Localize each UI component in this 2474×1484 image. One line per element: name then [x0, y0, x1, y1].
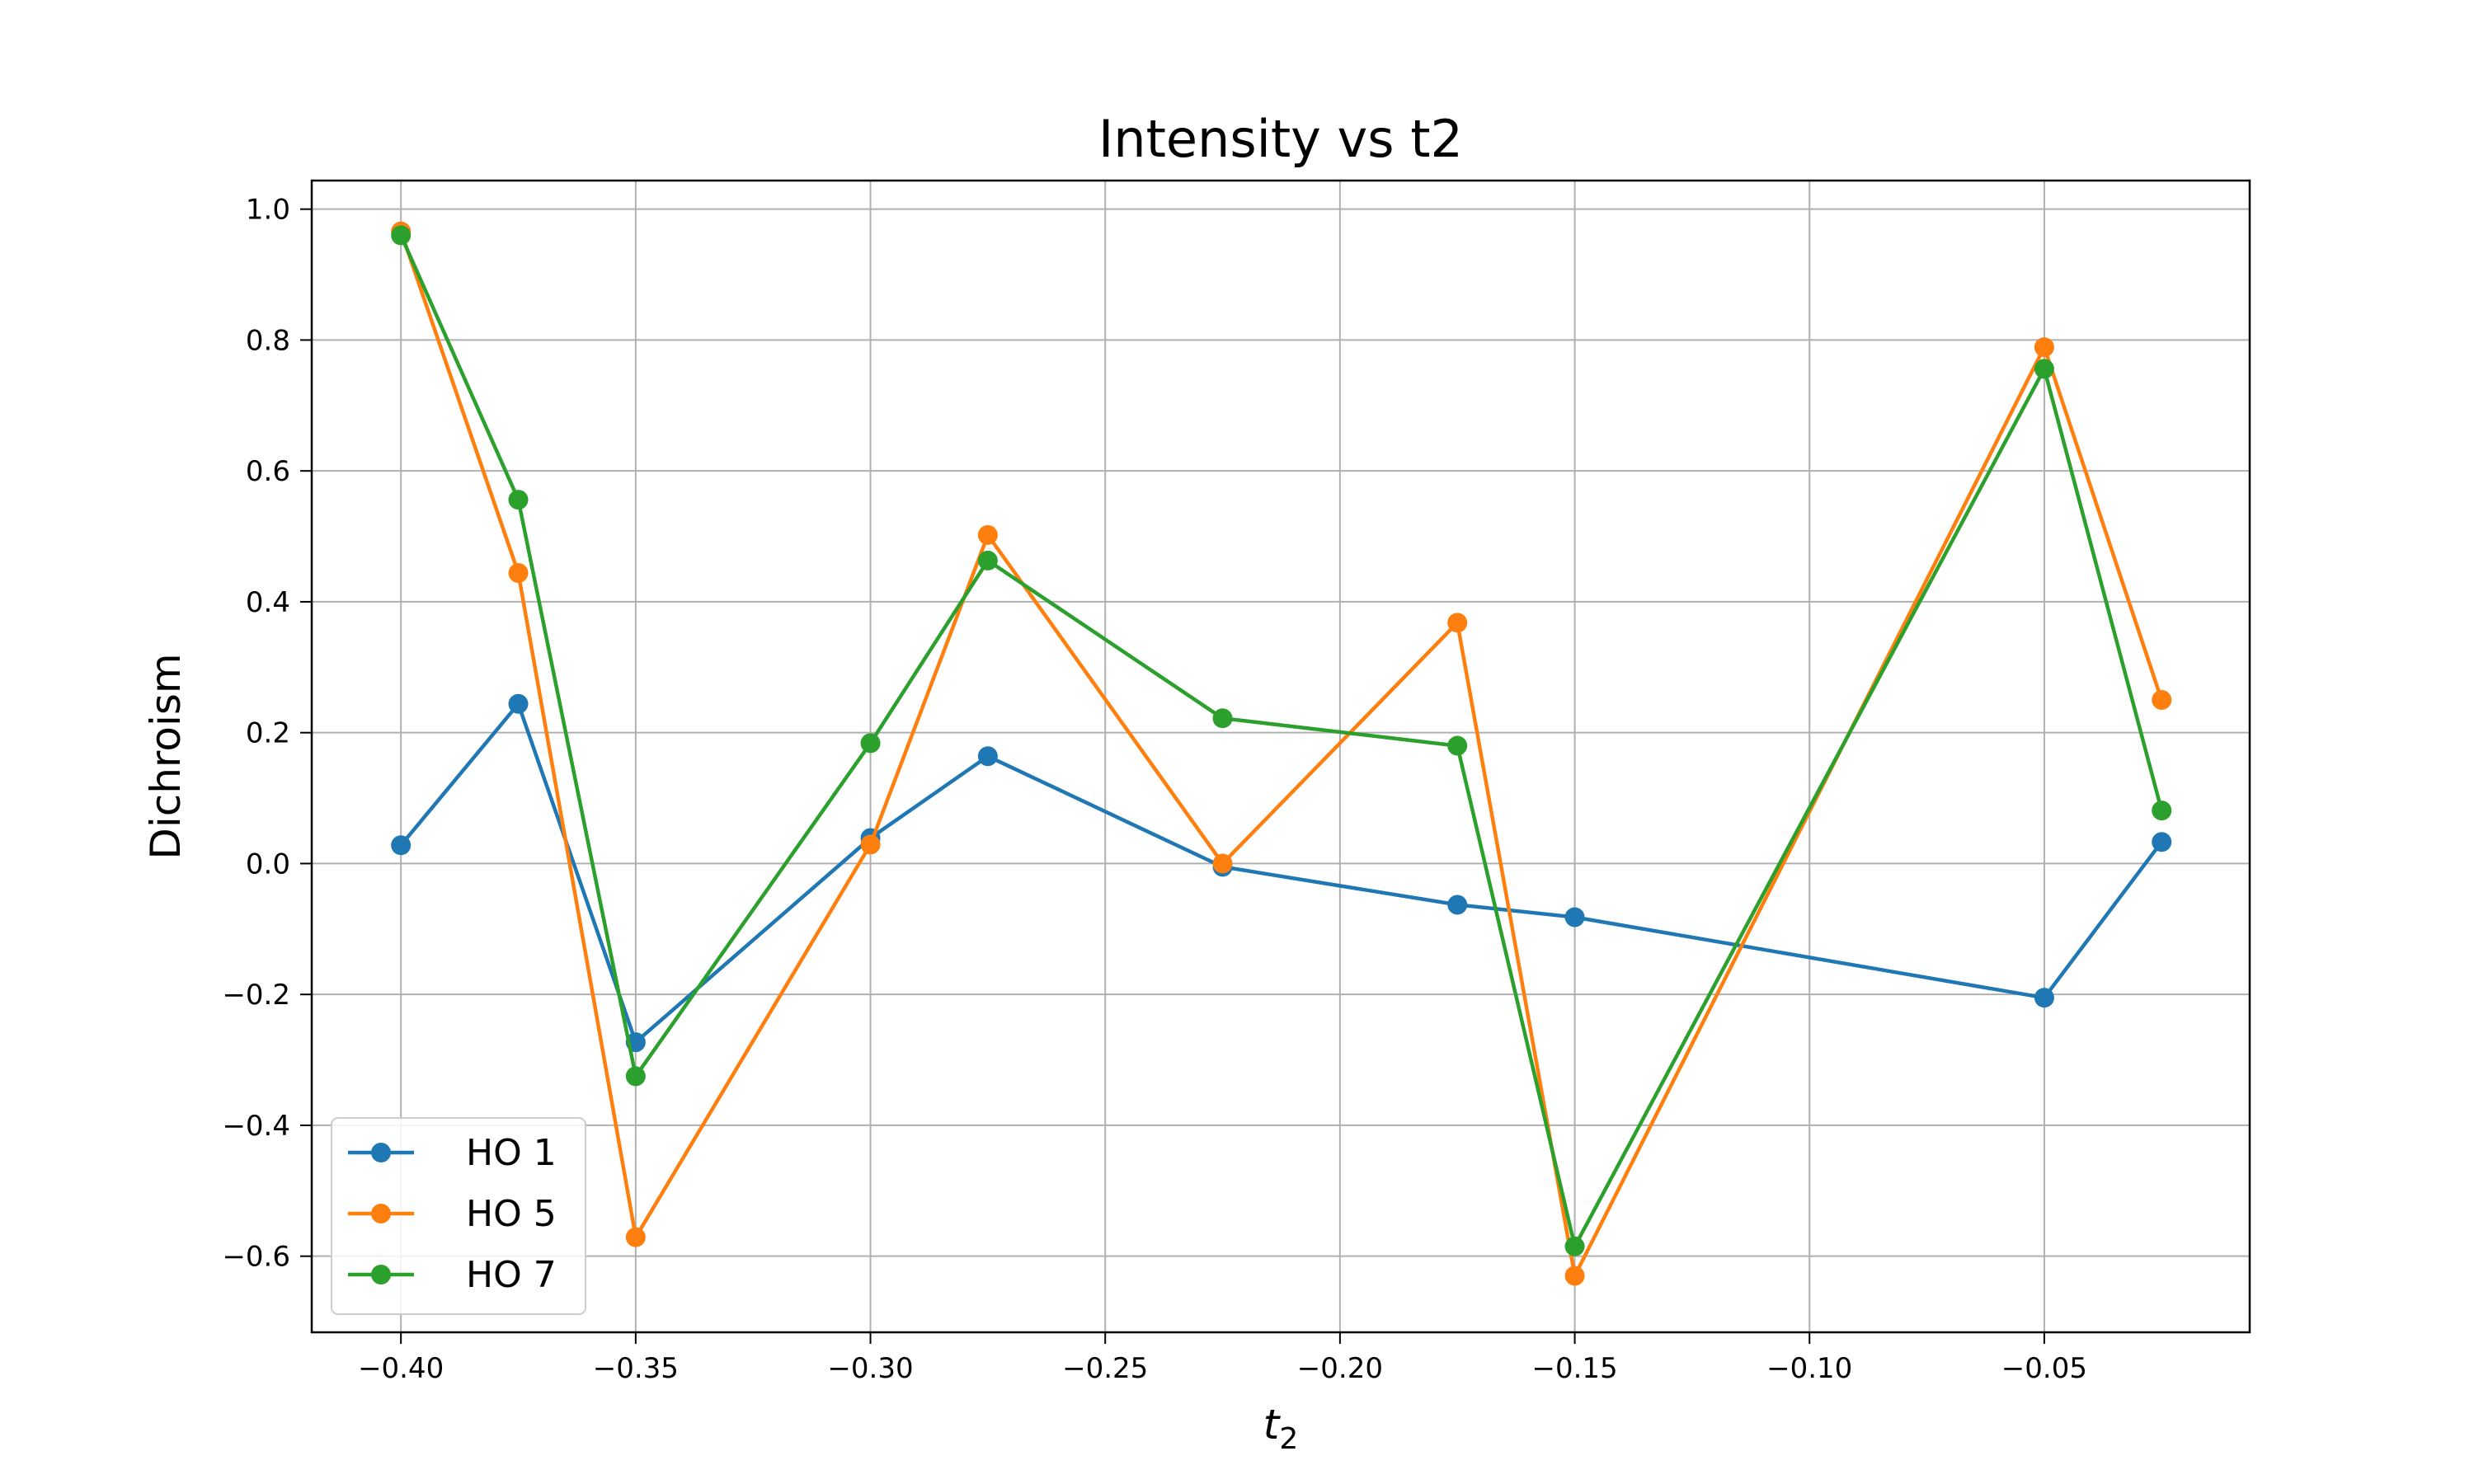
- data-point-ho-1: [977, 746, 998, 767]
- data-point-ho-5: [508, 563, 529, 584]
- data-point-ho-7: [1447, 735, 1468, 756]
- x-tick-label: −0.20: [1297, 1352, 1383, 1385]
- legend-swatch-marker: [371, 1204, 391, 1223]
- legend-item-ho-7: HO 7: [348, 1254, 557, 1296]
- y-tick-label: 1.0: [246, 194, 290, 227]
- data-point-ho-7: [2034, 359, 2054, 379]
- legend: HO 1 HO 5 HO 7: [331, 1117, 586, 1315]
- x-tick-label: −0.35: [593, 1352, 679, 1385]
- x-tick-label: −0.40: [358, 1352, 444, 1385]
- legend-item-ho-5: HO 5: [348, 1193, 557, 1235]
- y-tick-label: −0.2: [222, 979, 290, 1012]
- x-tick-label: −0.30: [827, 1352, 913, 1385]
- legend-label: HO 1: [466, 1132, 557, 1174]
- data-point-ho-5: [1212, 853, 1233, 874]
- x-tick-label: −0.25: [1062, 1352, 1148, 1385]
- data-point-ho-5: [977, 524, 998, 545]
- data-point-ho-1: [2152, 832, 2172, 852]
- data-point-ho-7: [977, 550, 998, 571]
- series-line-ho-1: [399, 702, 2163, 1045]
- data-point-ho-7: [391, 225, 412, 246]
- x-axis-label-main: t: [1263, 1401, 1282, 1449]
- data-point-ho-1: [508, 693, 529, 714]
- data-point-ho-5: [860, 834, 881, 855]
- y-axis: −0.6 −0.4 −0.2 0.0 0.2 0.4 0.6 0.8 1.0: [222, 194, 312, 1274]
- data-point-ho-7: [860, 733, 881, 754]
- data-point-ho-7: [1212, 708, 1233, 729]
- y-tick-label: 0.2: [246, 717, 290, 750]
- y-tick-label: 0.8: [246, 324, 290, 357]
- legend-label: HO 7: [466, 1254, 557, 1296]
- y-tick-label: 0.0: [246, 848, 290, 881]
- legend-swatch-marker: [371, 1265, 391, 1284]
- y-tick-label: 0.6: [246, 455, 290, 488]
- data-point-ho-7: [508, 490, 529, 510]
- x-axis-label: t2: [1263, 1401, 1299, 1456]
- data-point-ho-7: [1564, 1236, 1585, 1256]
- series-layer: [391, 221, 2172, 1286]
- x-tick-label: −0.10: [1766, 1352, 1852, 1385]
- data-point-ho-1: [2034, 988, 2054, 1008]
- legend-box: [331, 1117, 586, 1315]
- data-point-ho-5: [2152, 689, 2172, 710]
- legend-item-ho-1: HO 1: [348, 1132, 557, 1174]
- x-axis-label-subscript: 2: [1279, 1422, 1298, 1456]
- y-tick-label: −0.6: [222, 1241, 290, 1274]
- x-tick-label: −0.15: [1531, 1352, 1617, 1385]
- chart-title: Intensity vs t2: [1098, 109, 1463, 169]
- data-point-ho-5: [1564, 1266, 1585, 1286]
- data-point-ho-7: [625, 1066, 646, 1087]
- legend-swatch-marker: [371, 1143, 391, 1162]
- data-point-ho-5: [1447, 613, 1468, 633]
- data-point-ho-5: [625, 1227, 646, 1247]
- x-axis: −0.40 −0.35 −0.30 −0.25 −0.20 −0.15 −0.10 −0.05: [358, 1332, 2087, 1385]
- y-axis-label: Dichroism: [142, 653, 190, 859]
- data-point-ho-1: [1447, 895, 1468, 915]
- series-ho-7: [391, 225, 2172, 1256]
- data-point-ho-7: [2152, 801, 2172, 821]
- plot-frame: [310, 179, 2251, 1334]
- data-point-ho-5: [2034, 337, 2054, 358]
- y-tick-label: 0.4: [246, 586, 290, 619]
- data-point-ho-1: [391, 835, 412, 856]
- series-line-ho-7: [399, 234, 2164, 1249]
- legend-label: HO 5: [466, 1193, 557, 1235]
- y-tick-label: −0.4: [222, 1110, 290, 1143]
- data-point-ho-1: [1564, 907, 1585, 928]
- x-tick-label: −0.05: [2001, 1352, 2087, 1385]
